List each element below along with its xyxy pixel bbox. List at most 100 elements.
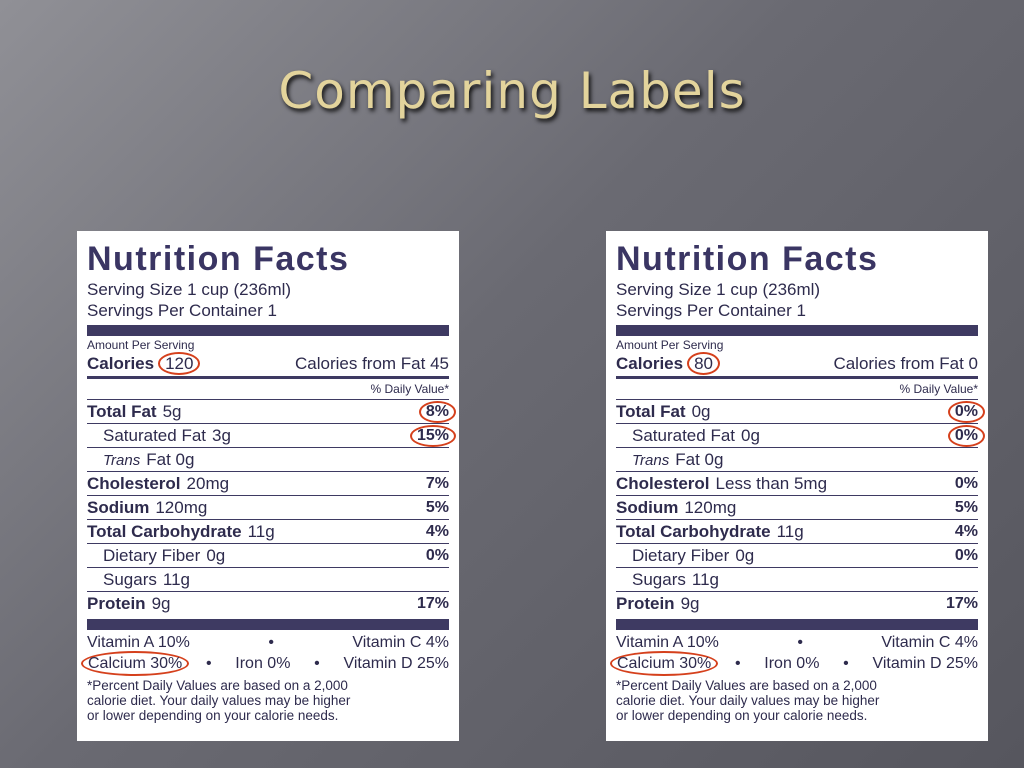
nutrient-row: Protein 9g 17% [87,592,449,615]
nutrient-amount: 0g [691,401,711,421]
vitamin-row: Calcium 30% • Iron 0% • Vitamin D 25% [610,651,978,676]
calories-row: Calories 120 Calories from Fat 45 [87,352,449,379]
nutrient-row: Dietary Fiber 0g 0% [616,544,978,568]
daily-value: 5% [425,498,449,516]
daily-value: 4% [954,522,978,540]
nutrient: Total Carbohydrate 11g [616,522,804,542]
calories-value: 80 [687,352,721,375]
nutrient-name: Protein [616,593,675,613]
vitamin-item: Iron 0% [764,655,820,672]
daily-value: 7% [425,474,449,492]
nutrient: Protein 9g [616,594,699,614]
label-body: Nutrition Facts Serving Size 1 cup (236ml… [610,237,985,725]
vitamin-item: Vitamin C 4% [881,634,978,651]
nutrient-amount: 11g [247,521,275,541]
calories-from-fat: Calories from Fat 45 [295,354,449,373]
nutrient-row: Saturated Fat 0g 0% [616,424,985,448]
vitamin-item: Vitamin D 25% [872,655,978,672]
nutrient: Sodium 120mg [87,498,207,518]
daily-value: 0% [947,400,985,423]
nutrient-row: Trans Fat 0g [87,448,449,472]
slide-title: Comparing Labels [278,62,746,120]
nutrient-row: Sodium 120mg 5% [87,496,449,520]
calories-label: Calories [87,354,155,373]
nutrient: Cholesterol 20mg [87,474,229,494]
nutrient-name: Sugars [103,569,157,589]
footnote-line: or lower depending on your calorie needs… [87,708,339,723]
nutrient-amount: 11g [162,569,190,589]
vitamin-item: • [314,655,320,672]
nutrient-row: Total Carbohydrate 11g 4% [616,520,978,544]
daily-value: 8% [418,400,456,423]
nutrient-name: Trans [103,451,141,469]
daily-value: 15% [409,424,456,447]
nutrient-name: Cholesterol [616,473,710,493]
calories-value: 120 [158,352,201,375]
nutrient-amount: Fat 0g [675,449,724,469]
vitamin-row: Vitamin A 10% • Vitamin C 4% [616,632,978,653]
label-heading: Nutrition Facts [616,240,879,278]
nutrient-row: Sodium 120mg 5% [616,496,978,520]
daily-value: 0% [947,424,985,447]
footnote-line: calorie diet. Your daily values may be h… [87,693,351,708]
vitamin-item: • [843,655,849,672]
nutrient-row: Saturated Fat 3g 15% [87,424,456,448]
vitamin-row: Vitamin A 10% • Vitamin C 4% [87,632,449,653]
nutrient-row: Dietary Fiber 0g 0% [87,544,449,568]
nutrient-amount: 0g [741,425,760,445]
nutrient-amount: 5g [162,401,182,421]
nutrient: Trans Fat 0g [616,450,723,470]
vitamin-item: Vitamin A 10% [87,634,190,651]
daily-value: 0% [954,546,978,564]
nutrient-name: Protein [87,593,146,613]
vitamin-item: Calcium 30% [81,651,190,676]
divider-bar [87,619,449,630]
daily-value-header: % Daily Value* [616,379,978,400]
nutrient-name: Total Carbohydrate [616,521,771,541]
amount-per-serving: Amount Per Serving [616,338,724,352]
nutrient-row: Protein 9g 17% [616,592,978,615]
nutrient: Sodium 120mg [616,498,736,518]
nutrient-name: Total Carbohydrate [87,521,242,541]
nutrient-amount: 120mg [155,497,208,517]
nutrient-row: Total Fat 0g 0% [616,400,985,424]
nutrient: Saturated Fat 0g [616,426,760,446]
nutrient-row: Total Fat 5g 8% [87,400,456,424]
daily-value: 0% [425,546,449,564]
vitamin-item: Vitamin D 25% [343,655,449,672]
nutrient: Dietary Fiber 0g [87,546,225,566]
amount-per-serving: Amount Per Serving [87,338,195,352]
nutrient: Sugars 11g [87,570,190,590]
nutrient-name: Saturated Fat [632,425,736,445]
footnote-line: or lower depending on your calorie needs… [616,708,868,723]
vitamin-item: Iron 0% [235,655,291,672]
nutrient-name: Dietary Fiber [632,545,730,565]
nutrient: Total Fat 0g [616,402,711,422]
footnote: *Percent Daily Values are based on a 2,0… [87,678,449,723]
nutrient-name: Cholesterol [87,473,181,493]
vitamin-item: • [797,634,803,651]
divider-bar [616,325,978,336]
nutrient-amount: 11g [776,521,804,541]
calories-group: Calories 120 [87,352,201,375]
daily-value: 17% [945,594,978,612]
daily-value: 0% [954,474,978,492]
footnote-line: *Percent Daily Values are based on a 2,0… [87,678,348,693]
calories-row: Calories 80 Calories from Fat 0 [616,352,978,379]
nutrient: Total Carbohydrate 11g [87,522,275,542]
nutrient-name: Total Fat [616,401,686,421]
nutrient-name: Sugars [632,569,686,589]
nutrient-row: Sugars 11g [616,568,978,592]
serving-size: Serving Size 1 cup (236ml) [87,280,292,299]
daily-value-header: % Daily Value* [87,379,449,400]
nutrient-row: Cholesterol Less than 5mg 0% [616,472,978,496]
nutrient-amount: 3g [212,425,231,445]
nutrition-label: Nutrition Facts Serving Size 1 cup (236ml… [77,231,459,741]
divider-bar [616,619,978,630]
calories-from-fat: Calories from Fat 0 [833,354,978,373]
nutrient-name: Total Fat [87,401,157,421]
nutrient: Saturated Fat 3g [87,426,231,446]
nutrient-name: Dietary Fiber [103,545,201,565]
nutrient-amount: 9g [680,593,700,613]
servings: Servings Per Container 1 [87,301,277,320]
